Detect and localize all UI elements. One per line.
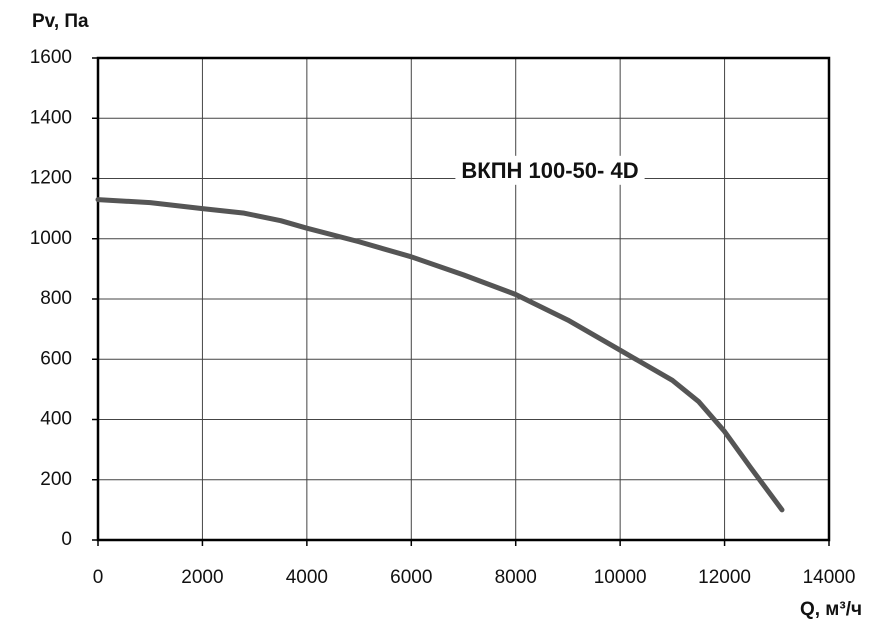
y-tick-label: 1400 <box>30 107 72 128</box>
x-tick-label: 8000 <box>495 567 537 588</box>
y-tick-label: 0 <box>61 529 72 550</box>
y-tick-label: 1200 <box>30 168 72 189</box>
y-tick-label: 600 <box>40 348 72 369</box>
x-tick-label: 10000 <box>594 567 647 588</box>
x-tick-label: 2000 <box>181 567 223 588</box>
y-tick-label: 1600 <box>30 47 72 68</box>
annotation: ВКПН 100-50- 4D <box>461 158 638 183</box>
curve <box>95 197 785 513</box>
x-tick-label: 14000 <box>803 567 856 588</box>
x-tick-label: 12000 <box>698 567 751 588</box>
y-tick-label: 1000 <box>30 228 72 249</box>
plot-frame <box>96 56 831 542</box>
y-tick-label: 200 <box>40 469 72 490</box>
y-tick-label: 400 <box>40 409 72 430</box>
x-tick-label: 6000 <box>390 567 432 588</box>
y-tick-label: 800 <box>40 288 72 309</box>
x-tick-label: 0 <box>93 567 104 588</box>
y-axis-label: Pv, Па <box>32 11 89 32</box>
x-tick-label: 4000 <box>286 567 328 588</box>
x-axis-label: Q, м³/ч <box>800 599 862 620</box>
annotation-background <box>455 155 645 185</box>
